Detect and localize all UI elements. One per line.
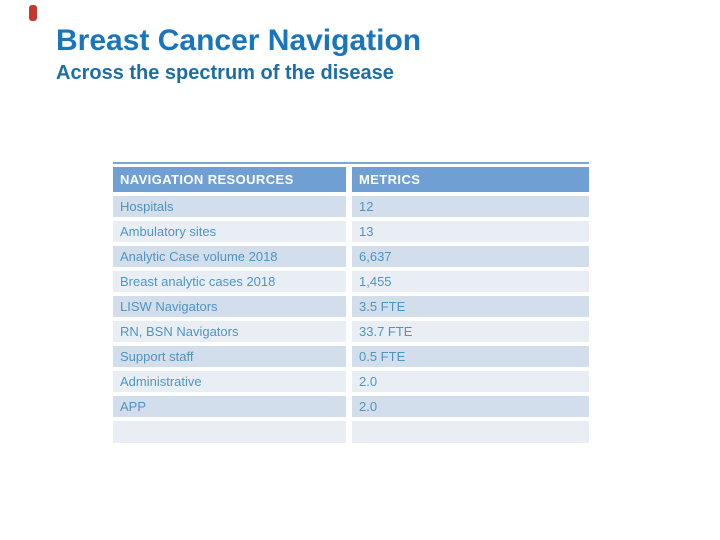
table-top-border (113, 162, 589, 164)
table-cell-label: Hospitals (113, 196, 346, 217)
table-row: Hospitals 12 (113, 196, 589, 217)
table-row: Analytic Case volume 2018 6,637 (113, 246, 589, 267)
table-row: LISW Navigators 3.5 FTE (113, 296, 589, 317)
table-cell-metric: 1,455 (352, 271, 589, 292)
table-cell-metric: 12 (352, 196, 589, 217)
table-cell-label: Support staff (113, 346, 346, 367)
metrics-table: NAVIGATION RESOURCES METRICS Hospitals 1… (113, 162, 589, 443)
slide-subtitle: Across the spectrum of the disease (56, 62, 394, 84)
slide-title: Breast Cancer Navigation (56, 24, 422, 57)
table-cell-metric: 3.5 FTE (352, 296, 589, 317)
table-cell-metric: 2.0 (352, 371, 589, 392)
table-cell-label: RN, BSN Navigators (113, 321, 346, 342)
table-cell-metric: 0.5 FTE (352, 346, 589, 367)
red-accent-mark (29, 5, 37, 21)
table-row: RN, BSN Navigators 33.7 FTE (113, 321, 589, 342)
table-row: Support staff 0.5 FTE (113, 346, 589, 367)
table-row: APP 2.0 (113, 396, 589, 417)
table-row: Breast analytic cases 2018 1,455 (113, 271, 589, 292)
table-row: Ambulatory sites 13 (113, 221, 589, 242)
column-header-metrics: METRICS (352, 167, 589, 192)
table-cell-metric: 2.0 (352, 396, 589, 417)
table-cell-metric: 6,637 (352, 246, 589, 267)
table-cell-label: LISW Navigators (113, 296, 346, 317)
table-cell-metric: 33.7 FTE (352, 321, 589, 342)
table-cell-label: Administrative (113, 371, 346, 392)
table-row-empty (113, 421, 589, 443)
table-cell-metric (352, 421, 589, 443)
table-cell-label: Ambulatory sites (113, 221, 346, 242)
table-row: Administrative 2.0 (113, 371, 589, 392)
table-cell-label: APP (113, 396, 346, 417)
column-header-navigation-resources: NAVIGATION RESOURCES (113, 167, 346, 192)
table-cell-metric: 13 (352, 221, 589, 242)
table-cell-label: Analytic Case volume 2018 (113, 246, 346, 267)
table-cell-label (113, 421, 346, 443)
table-header-row: NAVIGATION RESOURCES METRICS (113, 167, 589, 192)
table-cell-label: Breast analytic cases 2018 (113, 271, 346, 292)
